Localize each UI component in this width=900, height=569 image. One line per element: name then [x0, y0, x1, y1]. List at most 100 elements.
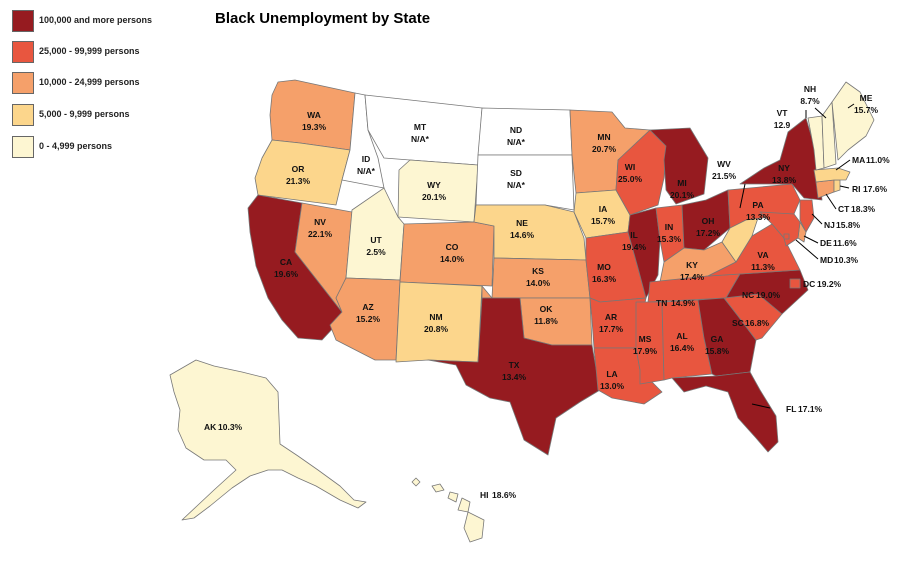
state-label-ID: ID	[362, 154, 371, 164]
state-label-KY: KY	[686, 260, 698, 270]
state-label-IA: IA	[599, 204, 608, 214]
legend-label: 0 - 4,999 persons	[39, 141, 113, 151]
legend-swatch	[12, 41, 34, 63]
state-value-NH: 8.7%	[800, 96, 820, 106]
state-UT[interactable]	[345, 187, 405, 281]
state-value-MT: N/A*	[411, 134, 430, 144]
state-RI[interactable]	[833, 179, 841, 193]
state-MI[interactable]	[649, 127, 709, 205]
state-value-NJ: 15.8%	[836, 220, 861, 230]
state-HI-4[interactable]	[457, 497, 471, 513]
state-label-NV: NV	[314, 217, 326, 227]
state-label-MN: MN	[597, 132, 610, 142]
state-value-OK: 11.8%	[534, 316, 558, 326]
state-NJ[interactable]	[799, 199, 815, 233]
legend-swatch	[12, 10, 34, 32]
state-label-AR: AR	[605, 312, 617, 322]
state-HI-5[interactable]	[463, 511, 485, 543]
state-CT[interactable]	[815, 179, 835, 199]
state-label-WI: WI	[625, 162, 635, 172]
state-WY[interactable]	[397, 159, 479, 223]
state-value-WV: 21.5%	[712, 171, 737, 181]
state-CO[interactable]	[399, 221, 495, 287]
state-label-WY: WY	[427, 180, 441, 190]
state-label-FL: FL	[786, 404, 796, 414]
leader-line	[811, 213, 823, 225]
state-label-LA: LA	[606, 369, 617, 379]
state-NH[interactable]	[821, 101, 837, 169]
legend-label: 10,000 - 24,999 persons	[39, 77, 140, 87]
state-label-MI: MI	[677, 178, 686, 188]
state-value-MO: 16.3%	[592, 274, 617, 284]
state-value-DE: 11.6%	[833, 238, 857, 248]
state-label-WA: WA	[307, 110, 321, 120]
state-value-WY: 20.1%	[422, 192, 447, 202]
state-label-NJ: NJ	[824, 220, 835, 230]
state-label-RI: RI	[852, 184, 861, 194]
state-value-GA: 15.8%	[705, 346, 730, 356]
state-label-OR: OR	[292, 164, 305, 174]
leader-line	[814, 107, 827, 119]
state-value-RI: 17.6%	[863, 184, 888, 194]
leader-line	[839, 185, 850, 189]
leader-line	[847, 103, 855, 109]
state-value-PA: 13.3%	[746, 212, 771, 222]
state-VT[interactable]	[807, 115, 825, 171]
state-value-IN: 15.3%	[657, 234, 682, 244]
state-MA[interactable]	[813, 167, 851, 183]
state-label-NM: NM	[429, 312, 442, 322]
state-value-OH: 17.2%	[696, 228, 721, 238]
state-value-FL: 17.1%	[798, 404, 823, 414]
state-FL[interactable]	[671, 371, 779, 453]
state-value-SC: 16.8%	[745, 318, 770, 328]
state-label-DE: DE	[820, 238, 832, 248]
state-label-OK: OK	[540, 304, 554, 314]
state-label-MS: MS	[639, 334, 652, 344]
state-label-GA: GA	[711, 334, 724, 344]
legend-item: 10,000 - 24,999 persons	[12, 72, 212, 94]
state-value-UT: 2.5%	[366, 247, 386, 257]
state-HI-3[interactable]	[447, 491, 459, 503]
leader-line	[739, 183, 746, 209]
state-HI-2[interactable]	[431, 483, 445, 493]
state-DC[interactable]	[783, 233, 790, 240]
state-label-PA: PA	[752, 200, 763, 210]
state-label-MO: MO	[597, 262, 611, 272]
state-DC-box[interactable]	[789, 278, 801, 289]
state-label-CO: CO	[446, 242, 459, 252]
state-ND[interactable]	[477, 107, 573, 156]
leader-line	[795, 239, 819, 260]
state-value-OR: 21.3%	[286, 176, 311, 186]
state-OR[interactable]	[254, 139, 351, 206]
state-value-MS: 17.9%	[633, 346, 658, 356]
state-value-MD: 10.3%	[834, 255, 859, 265]
legend-item: 25,000 - 99,999 persons	[12, 41, 212, 63]
state-value-CA: 19.6%	[274, 269, 299, 279]
state-label-NH: NH	[804, 84, 816, 94]
state-value-ME: 15.7%	[854, 105, 879, 115]
legend-label: 5,000 - 9,999 persons	[39, 109, 130, 119]
state-value-HI: 18.6%	[492, 490, 517, 500]
state-HI[interactable]	[411, 477, 421, 487]
state-MD[interactable]	[759, 211, 801, 247]
state-label-NY: NY	[778, 163, 790, 173]
state-label-KS: KS	[532, 266, 544, 276]
state-value-NV: 22.1%	[308, 229, 333, 239]
leader-line	[835, 159, 851, 171]
state-label-MD: MD	[820, 255, 833, 265]
state-label-VT: VT	[777, 108, 789, 118]
state-value-ID: N/A*	[357, 166, 376, 176]
state-label-HI: HI	[480, 490, 489, 500]
state-value-NM: 20.8%	[424, 324, 449, 334]
state-label-WV: WV	[717, 159, 731, 169]
state-AK[interactable]	[169, 359, 367, 521]
state-value-DC: 19.2%	[817, 279, 842, 289]
state-ME[interactable]	[831, 81, 875, 161]
state-value-KS: 14.0%	[526, 278, 551, 288]
state-value-TN: 14.9%	[671, 298, 696, 308]
state-TX[interactable]	[427, 297, 601, 456]
state-SD[interactable]	[475, 154, 575, 211]
state-NM[interactable]	[395, 281, 483, 363]
state-value-VA: 11.3%	[751, 262, 775, 272]
state-value-TX: 13.4%	[502, 372, 527, 382]
